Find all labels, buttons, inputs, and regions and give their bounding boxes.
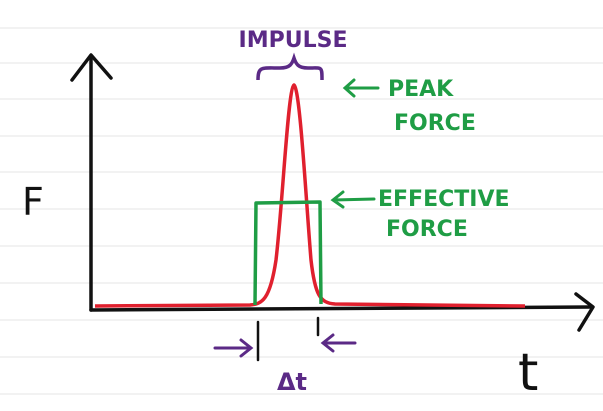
impulse-label: IMPULSE <box>239 28 348 53</box>
time-axis-label: t <box>518 343 538 403</box>
peak-label: FORCE <box>394 111 476 136</box>
y-arrowhead <box>70 53 113 82</box>
peak-label: PEAK <box>388 77 454 102</box>
paper-lines <box>0 27 603 395</box>
effective-label: FORCE <box>386 217 468 242</box>
x-arrowhead <box>574 292 595 332</box>
impulse-brace <box>256 52 324 81</box>
effective-force-box <box>253 200 323 306</box>
dt-label: Δt <box>277 368 307 396</box>
force-axis-label: F <box>22 180 44 224</box>
dt-arrows <box>213 333 357 358</box>
dt-ticks <box>256 316 320 362</box>
green-arrows <box>330 78 380 209</box>
axes <box>70 53 595 362</box>
effective-label: EFFECTIVE <box>378 187 510 212</box>
peak-force-curve <box>94 83 526 308</box>
